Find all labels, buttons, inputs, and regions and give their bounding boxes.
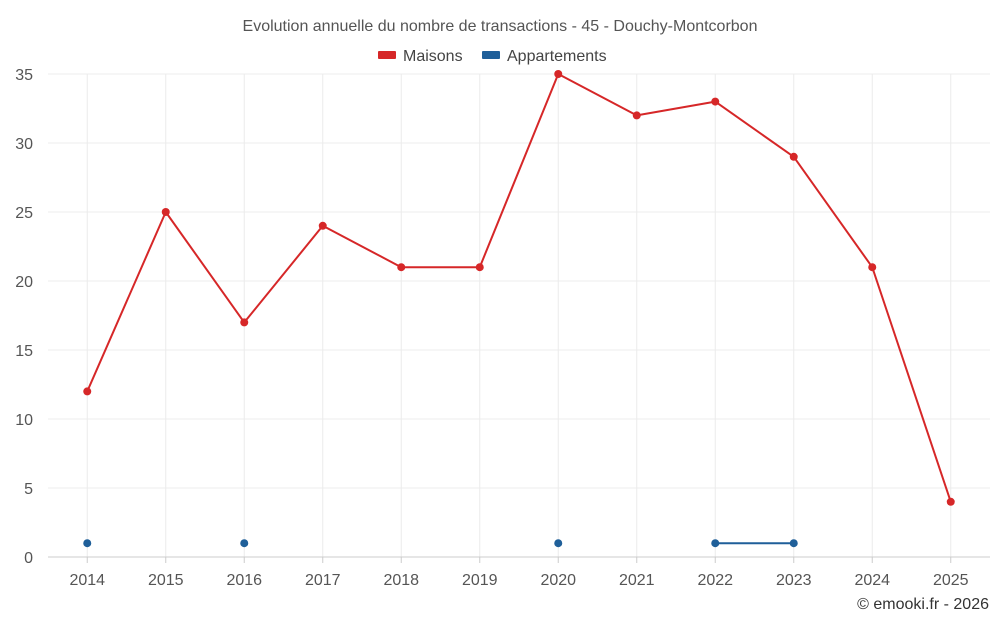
x-tick-label: 2022 [697, 572, 733, 589]
x-tick-label: 2017 [305, 572, 341, 589]
data-point-maisons[interactable] [161, 208, 170, 216]
data-point-appartements[interactable] [711, 539, 720, 548]
x-tick-label: 2021 [619, 572, 655, 589]
series-line-maisons [557, 73, 638, 117]
data-point-maisons[interactable] [318, 221, 327, 230]
data-point-maisons[interactable] [789, 152, 798, 161]
series-line-maisons [164, 211, 246, 324]
data-point-maisons[interactable] [946, 497, 955, 506]
legend-swatch-appartements [482, 51, 500, 59]
credit-text: © emooki.fr - 2026 [857, 596, 989, 613]
y-tick-label: 20 [15, 274, 33, 291]
data-point-appartements[interactable] [240, 539, 249, 548]
x-tick-label: 2019 [462, 572, 498, 589]
x-tick-label: 2023 [776, 572, 812, 589]
data-point-maisons[interactable] [711, 97, 720, 106]
x-tick-label: 2014 [69, 572, 105, 589]
chart-title: Evolution annuelle du nombre de transact… [243, 18, 758, 35]
y-tick-label: 25 [15, 205, 33, 222]
y-tick-label: 30 [15, 136, 33, 153]
x-tick-label: 2016 [226, 572, 262, 589]
data-point-maisons[interactable] [475, 263, 484, 272]
data-point-maisons[interactable] [554, 70, 563, 78]
series-layer [83, 70, 955, 548]
data-point-maisons[interactable] [83, 387, 92, 396]
data-point-maisons[interactable] [868, 263, 877, 272]
data-point-maisons[interactable] [632, 111, 641, 120]
data-point-appartements[interactable] [554, 539, 563, 548]
x-tick-label: 2018 [383, 572, 419, 589]
legend-label-appartements[interactable]: Appartements [507, 48, 607, 65]
series-line-maisons [871, 266, 952, 503]
data-point-maisons[interactable] [240, 318, 249, 327]
series-line-maisons [792, 155, 874, 269]
series-line-maisons [478, 73, 560, 269]
y-tick-label: 0 [24, 550, 33, 567]
y-tick-label: 15 [15, 343, 33, 360]
x-tick-label: 2024 [854, 572, 890, 589]
legend-swatch-maisons [378, 51, 396, 59]
x-tick-label: 2025 [933, 572, 969, 589]
series-line-maisons [714, 100, 795, 158]
legend[interactable]: Maisons Appartements [378, 48, 607, 65]
series-line-maisons [635, 100, 717, 117]
grid [48, 73, 990, 557]
x-tick-label: 2015 [148, 572, 184, 589]
series-line-maisons [86, 211, 167, 393]
series-line-maisons [321, 224, 403, 269]
y-tick-label: 5 [24, 481, 33, 498]
y-tick-label: 35 [15, 67, 33, 84]
y-tick-label: 10 [15, 412, 33, 429]
data-point-maisons[interactable] [397, 263, 406, 272]
data-point-appartements[interactable] [83, 539, 92, 548]
x-tick-label: 2020 [540, 572, 576, 589]
series-line-maisons [243, 224, 324, 324]
legend-label-maisons[interactable]: Maisons [403, 48, 463, 65]
data-point-appartements[interactable] [789, 539, 798, 548]
